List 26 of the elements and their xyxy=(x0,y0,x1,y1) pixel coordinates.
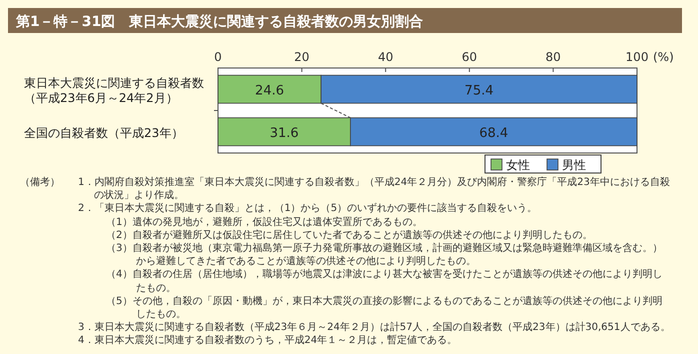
text: （2）自殺者が避難所又は仮設住宅に居住していた者であることが遺族等の供述その他により判明したもの。 xyxy=(106,228,594,242)
text: 2．「東日本大震災に関連する自殺」とは，（1）から（5）のいずれかの要件に該当する自殺をいう。 xyxy=(78,202,538,216)
x-tick-label: 0 xyxy=(214,50,222,64)
x-tick-label: 60 xyxy=(462,50,478,64)
legend-label: 男性 xyxy=(562,158,586,172)
data-label: 24.6 xyxy=(255,83,284,98)
text: 4．東日本大震災に関連する自殺者数のうち，平成24年１～２月は，暫定値である。 xyxy=(78,334,458,348)
text: （3）自殺者が被災地（東京電力福島第一原子力発電所事故の避難区域，計画的避難区域又は緊急時避難準備区域を含む。）から避難してきた者であることが遺族等の供述その他により判明したもの。 xyxy=(106,242,664,268)
x-tick-label: 20 xyxy=(294,50,310,64)
data-label: 68.4 xyxy=(479,126,508,141)
x-tick-label: 100 xyxy=(626,50,648,64)
text: 3．東日本大震災に関連する自殺者数（平成23年６月～24年２月）は計57人，全国の自殺者数（平成23年）は計30,651人である。 xyxy=(78,321,672,334)
chart-title: 第1－特－31図 東日本大震災に関連する自殺者数の男女別割合 xyxy=(15,13,424,30)
text: （4）自殺者の住居（居住地域），職場等が地震又は津波により甚大な被害を受けたことが遺族等の供述その他により判明したもの。 xyxy=(106,268,664,295)
data-label: 31.6 xyxy=(270,126,299,141)
x-tick-label: 40 xyxy=(378,50,394,64)
text: （備考） xyxy=(20,177,60,188)
x-tick-label: 80 xyxy=(546,50,561,64)
text: （1）遺体の発見地が，避難所，仮設住宅又は遺体安置所であるもの。 xyxy=(106,216,424,229)
x-axis-title: (%) xyxy=(653,50,674,64)
text: （5）その他，自殺の「原因・動機」が，東日本大震災の直接の影響によるものであることが遺族等の供述その他により判明したもの。 xyxy=(106,294,664,322)
y-tick-label: 全国の自殺者数（平成23年） xyxy=(24,126,184,140)
data-label: 75.4 xyxy=(464,83,494,98)
text: 1．内閣府自殺対策推進室「東日本大震災に関連する自殺者数」（平成24年２月分）及び内閣府・警察庁「平成23年中における自殺の状況」より作成。 xyxy=(78,176,671,202)
y-tick-label: 東日本大震災に関連する自殺者数（平成23年6月～24年2月） xyxy=(24,76,204,105)
legend-label: 女性 xyxy=(506,158,530,172)
